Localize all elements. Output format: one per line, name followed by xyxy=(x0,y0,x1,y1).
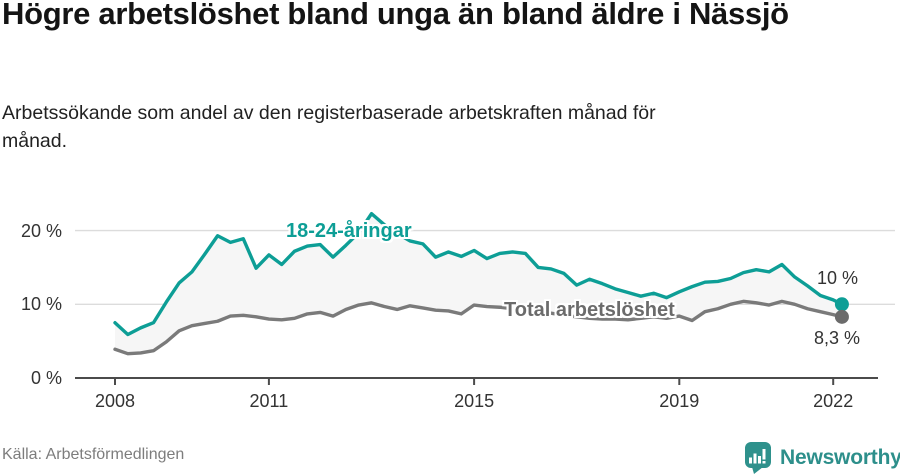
page-title: Högre arbetslöshet bland unga än bland ä… xyxy=(2,0,789,31)
brand-name: Newsworthy xyxy=(780,445,900,469)
series-line-total xyxy=(113,299,844,356)
series-label-total: Total arbetslöshet xyxy=(504,299,675,321)
x-tick-label: 2011 xyxy=(249,391,289,411)
end-dot-total xyxy=(834,309,849,324)
chart-subtitle: Arbetssökande som andel av den registerb… xyxy=(2,102,656,152)
x-tick-label: 2022 xyxy=(813,391,854,411)
end-value-total: 8,3 % xyxy=(814,328,861,348)
x-tick-label: 2008 xyxy=(94,391,136,411)
y-tick-label: 10 % xyxy=(20,294,62,315)
y-tick-label: 20 % xyxy=(20,220,62,241)
bar-chart-speech-bubble-icon xyxy=(745,442,771,474)
band-fill xyxy=(115,213,842,354)
end-value-young: 10 % xyxy=(817,268,859,288)
newsworthy-logo: Newsworthy xyxy=(744,441,900,474)
y-tick-label: 0 % xyxy=(30,368,62,388)
x-tick-label: 2015 xyxy=(454,391,495,411)
series-label-young: 18-24-åringar xyxy=(286,220,412,242)
x-tick-label: 2019 xyxy=(659,391,700,411)
series-line-young xyxy=(113,211,844,337)
end-dot-young xyxy=(834,297,849,312)
source-note: Källa: Arbetsförmedlingen xyxy=(2,446,185,463)
